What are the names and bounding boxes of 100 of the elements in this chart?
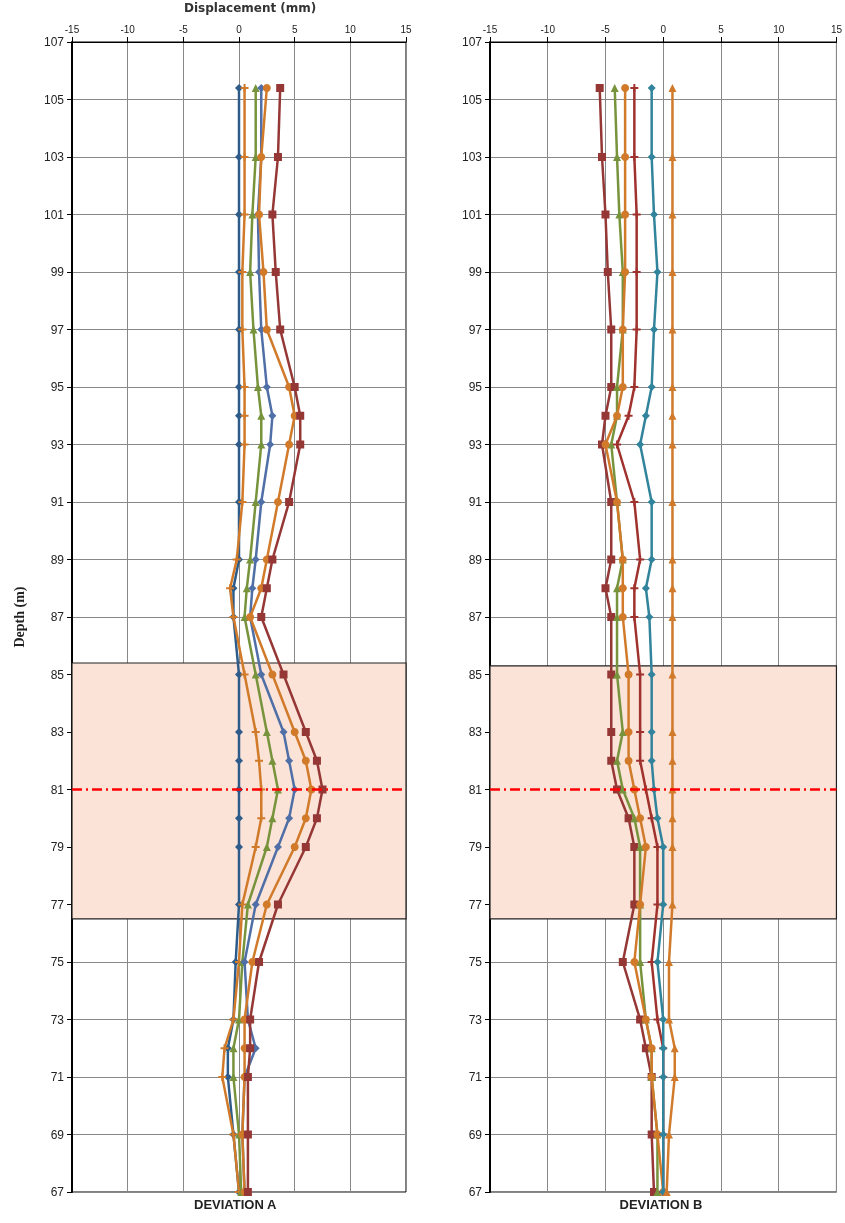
- x-tick-label: -5: [601, 23, 611, 35]
- point: [618, 958, 627, 966]
- point: [621, 210, 630, 219]
- point: [262, 584, 271, 593]
- x-tick-label: 0: [660, 23, 667, 35]
- y-tick-label: 75: [468, 955, 483, 969]
- point: [613, 383, 622, 391]
- y-tick-label: 69: [468, 1127, 483, 1142]
- point: [240, 670, 249, 679]
- y-tick-label: 103: [43, 150, 65, 164]
- point: [647, 756, 656, 765]
- x-tick-label: 5: [291, 23, 298, 35]
- point: [268, 814, 277, 823]
- point: [621, 84, 630, 92]
- point: [645, 613, 654, 621]
- point: [273, 498, 282, 506]
- point: [273, 843, 282, 851]
- point: [235, 843, 243, 851]
- point: [251, 900, 260, 909]
- point: [668, 814, 677, 823]
- point: [607, 325, 616, 334]
- point: [647, 670, 656, 679]
- y-tick-label: 77: [50, 897, 65, 912]
- point: [262, 383, 271, 391]
- y-tick-label: 67: [468, 1185, 483, 1199]
- y-tick-label: 101: [43, 207, 65, 222]
- point: [668, 498, 677, 506]
- point: [290, 843, 299, 851]
- y-tick-label: 99: [468, 265, 483, 279]
- y-tick-label: 73: [50, 1012, 65, 1027]
- point: [610, 84, 619, 92]
- y-tick-label: 83: [50, 725, 65, 739]
- point: [630, 613, 639, 621]
- point: [296, 440, 305, 449]
- point: [271, 268, 280, 276]
- y-tick-label: 105: [43, 92, 65, 107]
- point: [251, 670, 260, 679]
- point: [668, 843, 677, 851]
- point: [240, 440, 249, 449]
- y-tick-label: 75: [50, 955, 65, 969]
- y-tick-label: 89: [50, 552, 65, 567]
- point: [659, 900, 668, 909]
- point: [668, 84, 677, 92]
- y-tick-label: 95: [468, 380, 483, 394]
- point: [668, 728, 677, 736]
- point: [601, 440, 610, 449]
- point: [647, 84, 656, 92]
- point: [647, 383, 656, 391]
- point: [601, 411, 610, 420]
- point: [246, 1044, 255, 1053]
- point: [618, 383, 627, 391]
- point: [624, 728, 633, 736]
- y-tick-label: 93: [50, 437, 65, 452]
- point: [290, 728, 299, 736]
- point: [240, 153, 249, 161]
- point: [668, 584, 677, 593]
- point: [238, 900, 247, 909]
- point: [624, 411, 633, 420]
- point: [301, 756, 310, 765]
- point: [257, 613, 266, 621]
- y-tick-label: 87: [468, 610, 483, 624]
- x-axis-title: DEVIATION A: [194, 1197, 277, 1212]
- x-axis-title: DEVIATION B: [619, 1197, 703, 1212]
- x-tick-label: -15: [482, 23, 498, 35]
- y-tick-label: 81: [468, 782, 483, 797]
- x-tick-label: -15: [64, 23, 80, 35]
- point: [630, 383, 639, 391]
- y-tick-label: 97: [50, 322, 65, 337]
- point: [624, 756, 633, 765]
- x-tick-label: -10: [120, 23, 136, 35]
- point: [641, 843, 650, 851]
- y-tick-label: 69: [50, 1127, 65, 1142]
- point: [301, 843, 310, 851]
- point: [246, 555, 255, 564]
- point: [621, 153, 630, 161]
- point: [630, 958, 639, 966]
- point: [624, 670, 633, 679]
- point: [285, 756, 294, 765]
- point: [653, 1188, 662, 1196]
- point: [273, 900, 282, 909]
- point: [653, 814, 662, 823]
- point: [598, 153, 607, 161]
- point: [636, 814, 645, 823]
- point: [636, 728, 645, 736]
- y-tick-label: 79: [468, 840, 483, 854]
- point: [248, 210, 257, 219]
- y-axis-title: Depth (m): [11, 586, 28, 648]
- point: [636, 843, 645, 851]
- point: [607, 728, 616, 736]
- point: [268, 411, 277, 420]
- point: [268, 555, 277, 564]
- x-tick-label: -5: [178, 23, 189, 35]
- point: [632, 210, 641, 219]
- y-tick-label: 85: [50, 667, 65, 682]
- point: [262, 325, 271, 334]
- point: [249, 325, 258, 334]
- point: [251, 843, 260, 851]
- point: [312, 814, 321, 823]
- point: [235, 440, 243, 449]
- y-tick-label: 103: [461, 150, 483, 164]
